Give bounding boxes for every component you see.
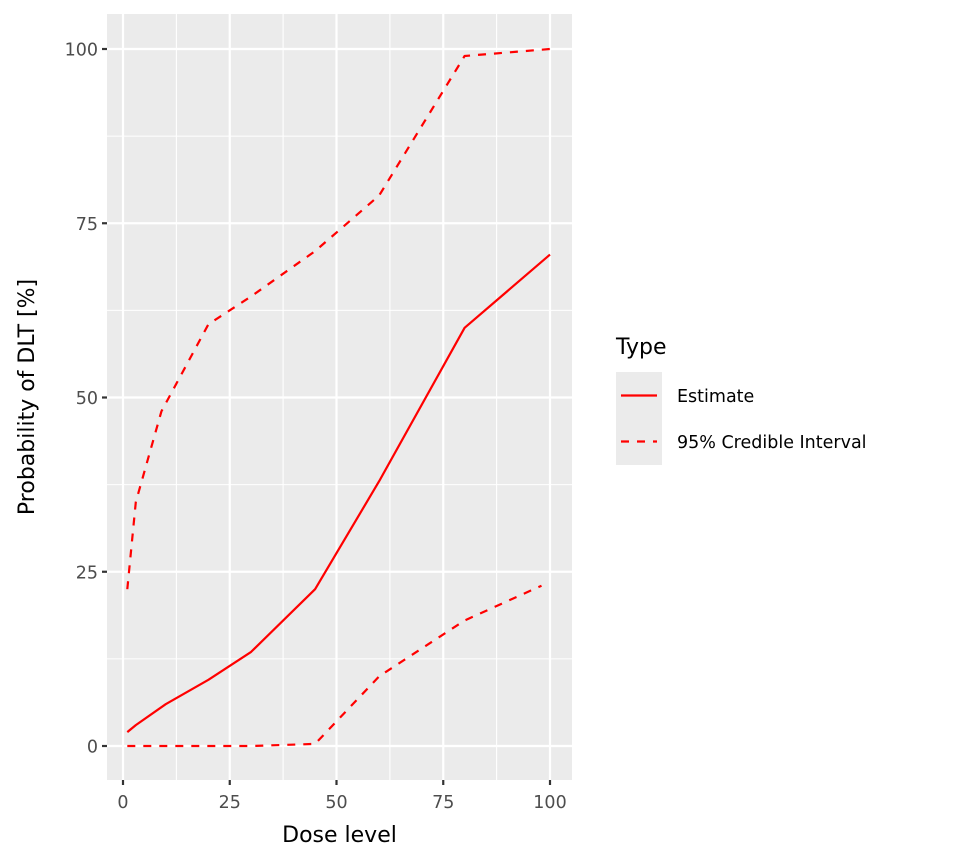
x-tick-label: 25 <box>219 793 241 813</box>
x-tick-label: 100 <box>533 793 566 813</box>
data-series <box>126 47 551 748</box>
credible-interval-line <box>127 584 542 748</box>
y-tick-label: 0 <box>87 738 98 758</box>
legend-title: Type <box>615 335 667 360</box>
x-tick-label: 75 <box>432 793 454 813</box>
x-tick-label: 50 <box>325 793 347 813</box>
estimate-line <box>126 253 551 733</box>
y-tick-label: 75 <box>76 215 98 235</box>
x-axis-title: Dose level <box>282 823 397 848</box>
y-axis: 0 25 50 75 100 <box>65 41 107 758</box>
y-tick-label: 100 <box>65 41 98 61</box>
x-axis: 0 25 50 75 100 <box>117 780 567 813</box>
major-gridlines <box>107 14 572 780</box>
y-tick-label: 50 <box>76 389 98 409</box>
legend-label-estimate: Estimate <box>677 387 754 407</box>
y-tick-label: 25 <box>76 563 98 583</box>
x-tick-label: 0 <box>117 793 128 813</box>
legend-label-credible-interval: 95% Credible Interval <box>677 433 867 453</box>
legend-key-background <box>616 372 662 465</box>
credible-interval-line <box>126 47 551 590</box>
legend: Type Estimate 95% Credible Interval <box>615 335 867 465</box>
y-axis-title: Probability of DLT [%] <box>15 279 40 515</box>
